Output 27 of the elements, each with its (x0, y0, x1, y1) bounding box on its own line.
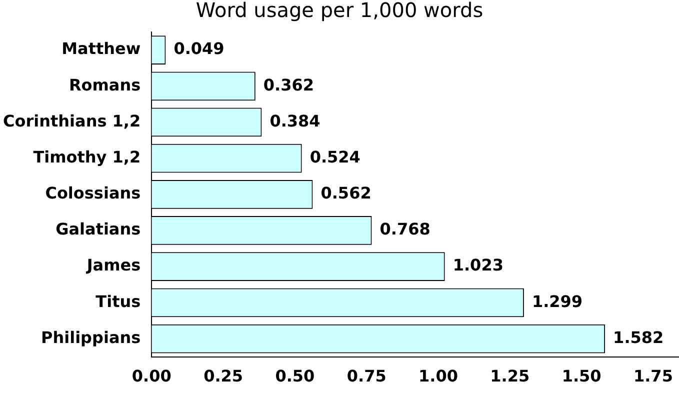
y-tick-label: James (86, 256, 141, 275)
data-label: 0.562 (320, 184, 372, 203)
data-label: 0.768 (380, 220, 430, 239)
y-tick-label: Timothy 1,2 (33, 147, 141, 166)
data-label: 1.023 (452, 256, 504, 275)
y-tick-label: Titus (96, 292, 141, 311)
x-tick-label: 0.00 (132, 366, 172, 386)
y-tick-label: Philippians (40, 328, 141, 347)
x-tick-label: 0.25 (204, 366, 244, 386)
chart-title: Word usage per 1,000 words (196, 0, 484, 22)
y-tick-label: Galatians (56, 220, 141, 239)
x-tick-label: 0.50 (275, 366, 315, 386)
data-label: 0.049 (174, 39, 224, 58)
x-tick-label: 0.75 (346, 366, 386, 386)
x-tick-label: 1.50 (562, 366, 602, 386)
y-tick-label: Colossians (45, 184, 141, 203)
data-label: 0.524 (310, 147, 360, 166)
data-label: 0.384 (270, 111, 320, 130)
x-tick-label: 1.00 (418, 366, 458, 386)
data-label: 1.582 (613, 328, 664, 347)
x-tick-label: 1.25 (490, 366, 530, 386)
y-tick-label: Matthew (62, 39, 141, 58)
data-label: 0.362 (263, 75, 314, 94)
x-tick-label: 1.75 (633, 366, 673, 386)
y-tick-label: Romans (68, 75, 141, 94)
data-label: 1.299 (532, 292, 583, 311)
y-tick-label: Corinthians 1,2 (2, 111, 141, 130)
